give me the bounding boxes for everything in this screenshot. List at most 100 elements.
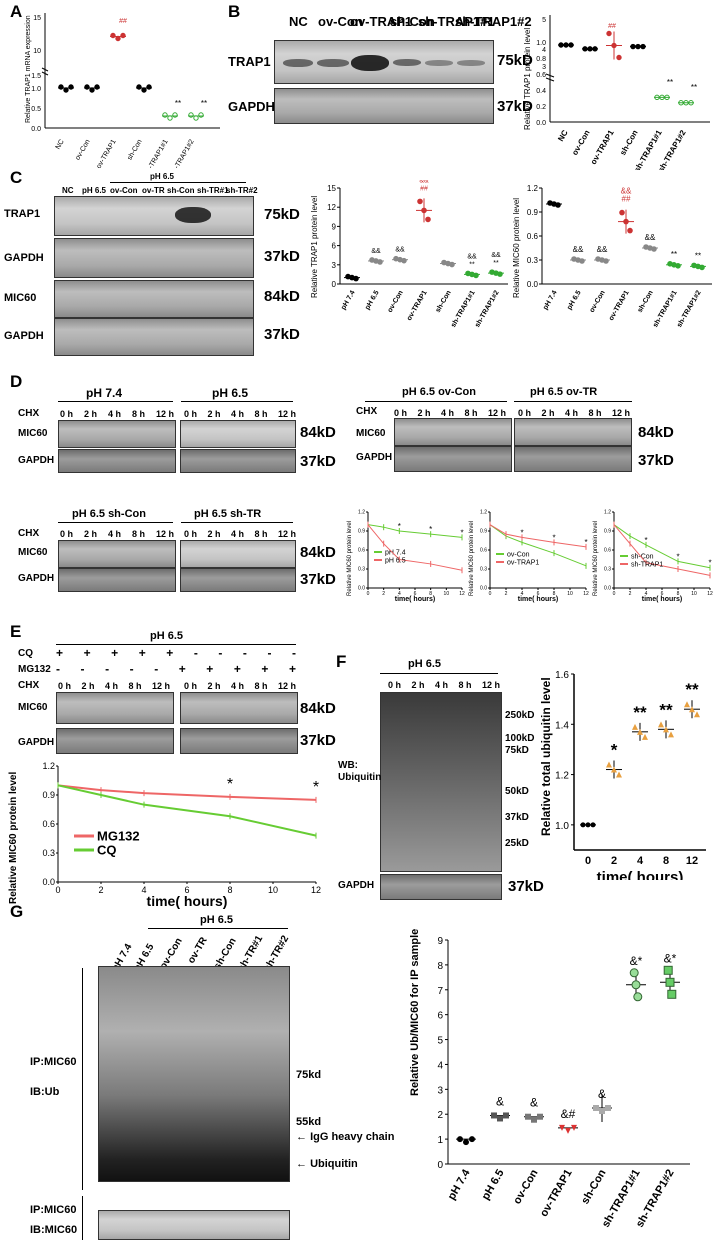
chart-f-point [694, 711, 700, 718]
treatment-sign: + [166, 646, 174, 660]
chart-g-ylabel: Relative Ub/MIC60 for IP sample [409, 929, 421, 1096]
c2-point [675, 263, 681, 269]
lane-label: ov-Con [110, 186, 138, 195]
c1-xlabel: sh-TRAP1#2 [474, 289, 501, 328]
treatment-sign: + [178, 662, 186, 676]
d2-svg-xtick: 12 [583, 591, 589, 597]
chart-b-point [587, 46, 593, 52]
treatment-sign: - [56, 662, 60, 676]
d2-svg-xtick: 6 [537, 591, 540, 597]
chart-a-ylabel: Relative TRAP1 mRNA expression [25, 15, 32, 123]
timepoint-label: 8 h [458, 680, 472, 690]
timepoint-label: 0 h [394, 408, 408, 418]
chart-g-ytick: 2 [437, 1110, 443, 1121]
chart-f-point [663, 726, 669, 733]
d1-svg-ytick: 0.3 [358, 567, 365, 573]
chart-b-xlabel: sh-Con [618, 128, 640, 156]
d3-svg-ytick: 0.3 [604, 567, 611, 573]
c2-xlabel: sh-TRAP1#1 [652, 289, 679, 328]
lane-label: ov-Con [318, 14, 363, 29]
cq-label: CQ [18, 648, 33, 659]
marker-trap1: TRAP1 [228, 54, 271, 69]
chart-f-point [590, 822, 596, 828]
lane-label: ov-TR [186, 935, 210, 966]
c2-point [555, 202, 561, 208]
size-marker: 75kD [497, 52, 533, 69]
marker-gapdh: GAPDH [18, 737, 55, 748]
chart-b-ytick: 0.6 [536, 72, 546, 79]
c2-annotation: && [573, 245, 584, 254]
western-blot-gapdh [394, 446, 512, 472]
chart-b-point [678, 100, 684, 106]
chart-e-ylabel: Relative MIC60 protein level [8, 772, 19, 904]
chart-b-annotation: ** [691, 83, 697, 92]
chart-g-annotation: & [530, 1096, 538, 1110]
c2-point [603, 258, 609, 264]
chart-f-xtick: 2 [611, 855, 617, 867]
d1-svg-xtick: 0 [367, 591, 370, 597]
chart-g: Relative Ub/MIC60 for IP sample 0 1 2 3 4 5 6 7… [409, 929, 690, 1230]
timepoint-label: 0 h [518, 408, 532, 418]
panel-label-g: G [10, 902, 24, 921]
panel-label-a: A [10, 2, 23, 21]
timepoint-label: 0 h [184, 529, 198, 539]
treatment-sign: - [154, 662, 159, 676]
e-svg-legend-label: MG132 [97, 828, 140, 843]
chart-a-point [193, 115, 199, 121]
chart-b-ytick: 0.2 [536, 104, 546, 111]
size-marker: 84kD [264, 288, 300, 305]
d1-svg-annotation: * [398, 522, 401, 531]
e-svg-ytick: 0.9 [42, 790, 55, 800]
treatment-sign: - [80, 662, 85, 676]
chart-a: Relative TRAP1 mRNA expression 0.0 0.5 1… [25, 13, 220, 168]
chart-a-point [115, 35, 121, 42]
chart-f-ytick: 1.0 [555, 821, 569, 832]
d2-svg-xtick: 10 [567, 591, 573, 597]
e-svg-ytick: 1.2 [42, 761, 55, 771]
chart-e: Relative MIC60 protein level 0.0 0.3 0.6 0.… [8, 761, 321, 909]
ip-label: IP:MIC60 [30, 1204, 77, 1216]
d2-svg-ytick: 0.9 [480, 529, 487, 535]
chart-c2: Relative MIC60 protein level 0.0 0.3 0.6 0.… [512, 184, 712, 329]
mg132-label: MG132 [18, 664, 51, 675]
chart-b-ytick: 0.8 [536, 56, 546, 63]
c1-point [401, 257, 407, 264]
chart-b-point [558, 42, 564, 48]
chart-a-ytick: 15 [33, 15, 41, 22]
c1-ytick: 12 [327, 203, 336, 212]
chart-g-point [565, 1127, 571, 1134]
size-marker: 37kD [300, 453, 336, 470]
timepoint-label: 2 h [207, 529, 221, 539]
chart-a-point [110, 32, 116, 39]
chart-b-xlabel: NC [556, 128, 570, 143]
c1-ytick: 6 [332, 242, 337, 251]
western-blot-gapdh [56, 728, 174, 754]
size-marker: 55kd [296, 1116, 322, 1128]
c2-point [579, 258, 585, 264]
chart-f-point [585, 822, 591, 828]
chart-g-annotation: & [598, 1087, 606, 1101]
western-blot-trap1 [54, 196, 254, 236]
chart-a-point [146, 84, 152, 90]
chart-a-xlabel: sh-TRAP1#2 [170, 138, 196, 168]
c1-point [449, 261, 455, 268]
marker-trap1: TRAP1 [4, 208, 41, 220]
chart-b-point [683, 100, 689, 106]
timepoint-label: 0 h [184, 681, 198, 691]
chart-a-point [162, 112, 168, 118]
chart-b-ytick: 4 [542, 47, 546, 54]
d1-svg-xtick: 6 [414, 591, 417, 597]
c1-xlabel: pH 6.5 [364, 289, 381, 311]
chart-a-annotation: ## [119, 18, 127, 25]
c1-annotation: ## [420, 185, 428, 192]
size-marker: 50kD [505, 786, 529, 797]
chart-b-ylabel: Relative TRAP1 protein level [523, 28, 532, 130]
chart-f-xtick: 0 [585, 855, 591, 867]
c2-point [627, 227, 633, 234]
subtitle: pH 6.5 [150, 630, 184, 642]
chart-f-ytick: 1.2 [555, 771, 569, 782]
chart-g-point [469, 1136, 475, 1143]
chart-g-point [593, 1105, 599, 1111]
treatment-sign: + [206, 662, 214, 676]
lane-label: pH 6.5 [82, 186, 107, 195]
